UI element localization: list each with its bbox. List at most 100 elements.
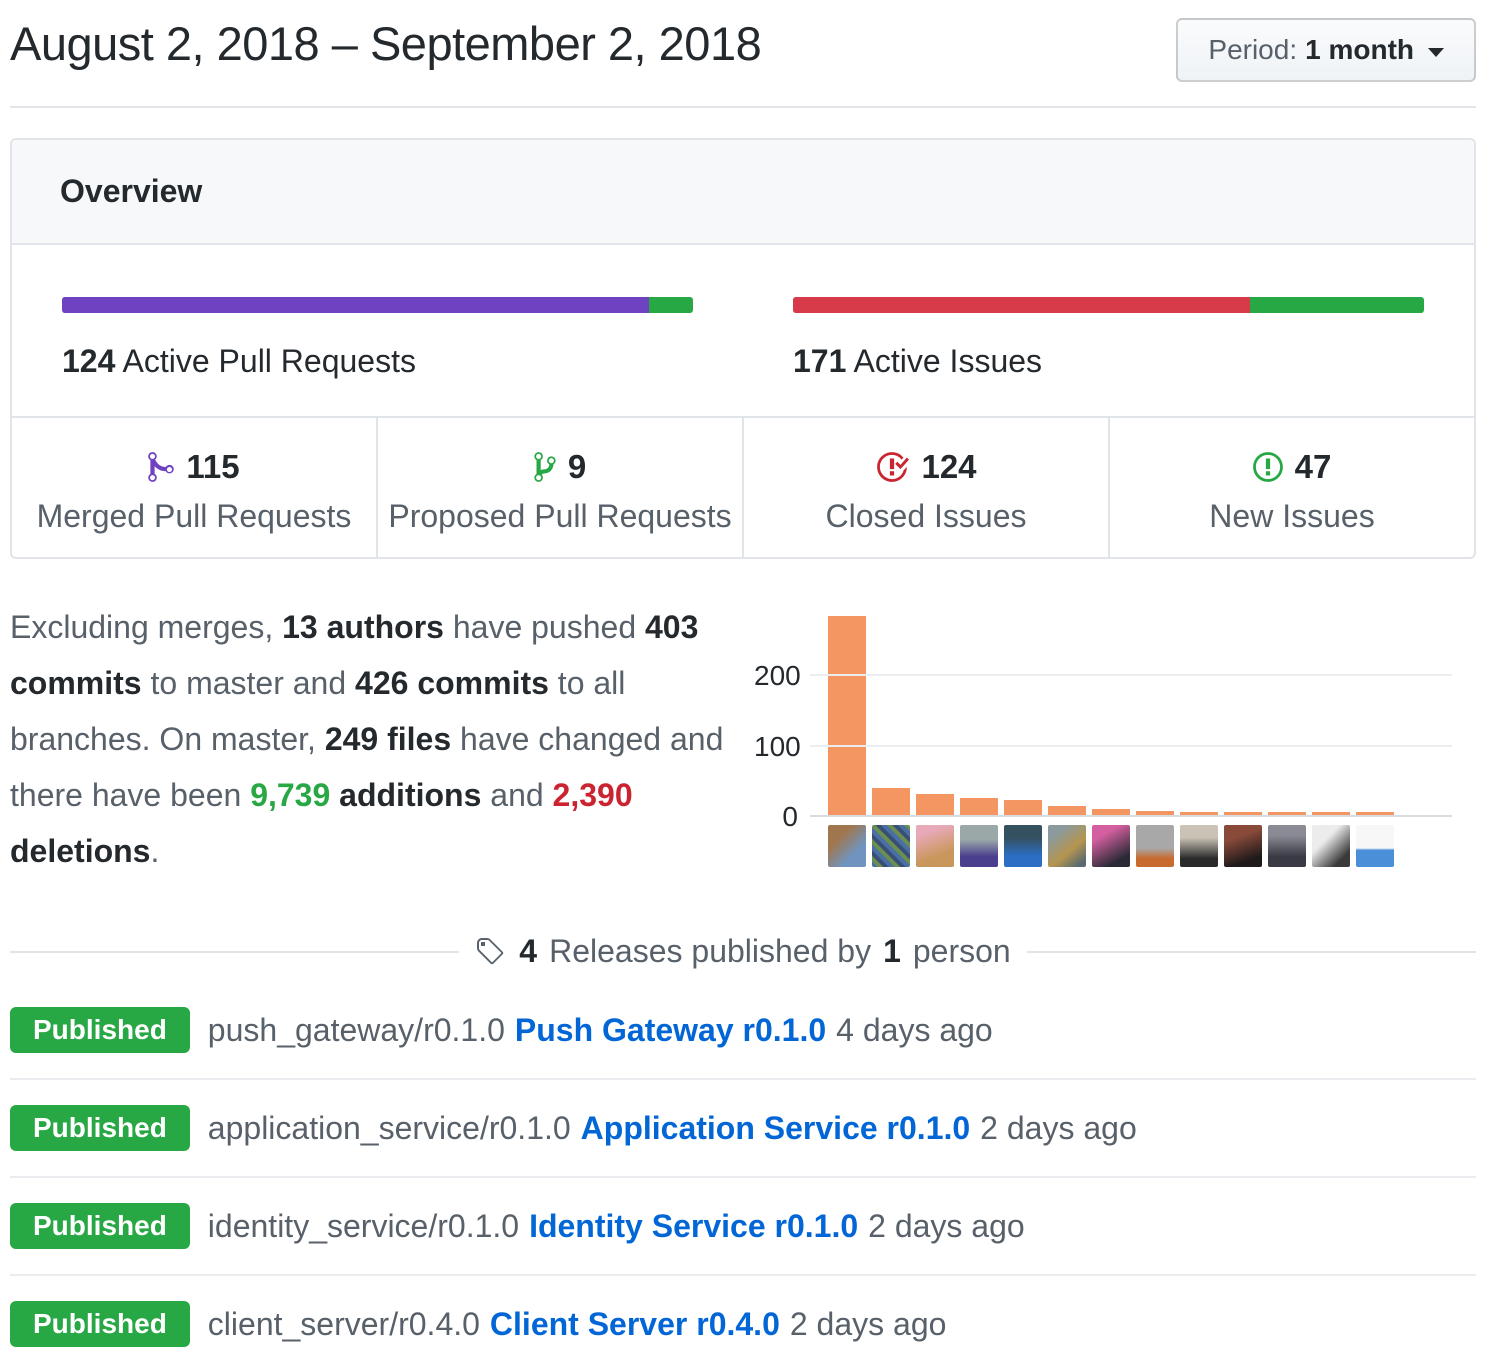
release-row: Published identity_service/r0.1.0 Identi…: [10, 1176, 1476, 1274]
commit-count-bar: [828, 616, 866, 815]
activity-meters: 124 Active Pull Requests 171 Active Issu…: [12, 245, 1474, 416]
issues-summary: 171 Active Issues: [743, 297, 1474, 380]
y-axis-tick-label: 200: [754, 659, 801, 691]
author-avatar[interactable]: [1356, 825, 1394, 867]
commit-count-bar: [1356, 812, 1394, 815]
chart-gridline: [810, 815, 1452, 817]
commit-count-bar: [1092, 808, 1130, 815]
commit-count-bar: [1224, 812, 1262, 815]
commit-summary-text: Excluding merges, 13 authors have pushed…: [10, 599, 758, 879]
active-issues-text: Active Issues: [853, 343, 1043, 379]
summary-text: have pushed: [443, 609, 645, 645]
summary-text: Excluding merges,: [10, 609, 283, 645]
commit-count-bar: [1312, 812, 1350, 815]
git-merge-icon: [148, 452, 175, 482]
master-commits-count: 403 commits: [10, 609, 699, 701]
y-axis-tick-label: 0: [782, 801, 798, 832]
author-avatar[interactable]: [828, 825, 866, 867]
commits-per-author-chart: 0 100 200: [754, 605, 1476, 877]
release-timestamp: 2 days ago: [980, 1109, 1137, 1146]
commit-activity-section: Excluding merges, 13 authors have pushed…: [10, 599, 1476, 879]
release-link[interactable]: Identity Service r0.1.0: [529, 1207, 859, 1244]
releases-section-header: 4 Releases published by 1 person: [10, 933, 1477, 970]
release-link[interactable]: Push Gateway r0.1.0: [514, 1011, 827, 1048]
author-avatar[interactable]: [1136, 825, 1174, 867]
commit-count-bar: [1268, 812, 1306, 815]
published-badge: Published: [10, 1301, 190, 1347]
period-label: Period:: [1208, 34, 1298, 65]
chart-gridline: [810, 744, 1452, 747]
releases-count: 4: [519, 933, 538, 969]
chevron-down-icon: [1428, 47, 1444, 57]
period-select-button[interactable]: Period: 1 month: [1176, 18, 1476, 82]
release-list: Published push_gateway/r0.1.0 Push Gatew…: [10, 982, 1476, 1372]
pull-requests-meter: [62, 297, 693, 313]
commit-count-bar: [1004, 799, 1042, 815]
chart-gridline: [810, 673, 1452, 676]
release-link[interactable]: Application Service r0.1.0: [580, 1109, 971, 1146]
closed-issues-label: Closed Issues: [825, 498, 1027, 534]
y-axis-tick-label: 100: [754, 730, 801, 762]
closed-issues-count: 124: [921, 448, 977, 485]
divider-line-left: [10, 950, 460, 953]
merged-pull-requests-portion: [62, 297, 649, 313]
all-branches-commits-count: 426 commits: [355, 665, 549, 701]
author-avatar[interactable]: [1092, 825, 1130, 867]
author-avatar[interactable]: [872, 825, 910, 867]
releases-person-count: 1: [883, 933, 901, 969]
active-pull-requests-text: Active Pull Requests: [122, 343, 416, 379]
author-avatar[interactable]: [1312, 825, 1350, 867]
author-avatar[interactable]: [1048, 825, 1086, 867]
proposed-pull-requests-count: 9: [567, 448, 587, 485]
git-branch-icon: [534, 452, 556, 482]
stat-new-issues: 47 New Issues: [1108, 418, 1474, 557]
issue-closed-icon: [877, 452, 910, 482]
releases-header-suffix: person: [912, 933, 1011, 969]
author-avatar[interactable]: [960, 825, 998, 867]
summary-text: and: [481, 777, 553, 813]
author-avatar[interactable]: [1268, 825, 1306, 867]
divider-line-right: [1026, 950, 1477, 953]
commit-count-bar: [872, 788, 910, 815]
files-changed-count: 249 files: [324, 721, 452, 757]
summary-text: to master and: [141, 665, 356, 701]
release-row: Published client_server/r0.4.0 Client Se…: [10, 1274, 1476, 1372]
commit-count-bar: [1136, 810, 1174, 815]
author-avatar[interactable]: [1224, 825, 1262, 867]
commit-count-bar: [960, 798, 998, 815]
commits-chart-plot: 0 100 200: [754, 609, 1452, 831]
published-badge: Published: [10, 1105, 190, 1151]
author-avatar[interactable]: [1180, 825, 1218, 867]
overview-panel-title: Overview: [12, 140, 1474, 245]
deletions-word: deletions: [10, 833, 151, 869]
page-header: August 2, 2018 – September 2, 2018 Perio…: [10, 0, 1476, 82]
active-pull-requests-count: 124: [62, 343, 116, 379]
commit-count-bar: [916, 793, 954, 815]
author-avatar[interactable]: [1004, 825, 1042, 867]
stat-proposed-pull-requests: 9 Proposed Pull Requests: [376, 418, 742, 557]
authors-count: 13 authors: [282, 609, 444, 645]
stat-closed-issues: 124 Closed Issues: [742, 418, 1108, 557]
release-tag-name: application_service/r0.1.0: [207, 1109, 571, 1146]
merged-pull-requests-count: 115: [186, 448, 240, 485]
pull-requests-summary: 124 Active Pull Requests: [12, 297, 743, 380]
author-avatars-row: [828, 825, 1394, 867]
published-badge: Published: [10, 1203, 190, 1249]
release-tag-name: identity_service/r0.1.0: [207, 1207, 520, 1244]
page-title: August 2, 2018 – September 2, 2018: [10, 17, 762, 70]
author-avatar[interactable]: [916, 825, 954, 867]
new-issues-count: 47: [1294, 448, 1332, 485]
releases-header-text: Releases published by: [549, 933, 872, 969]
tag-icon: [477, 937, 504, 964]
commits-chart-bars: [828, 616, 1394, 815]
new-issues-label: New Issues: [1209, 498, 1375, 534]
summary-text: have changed and there have been: [10, 721, 724, 813]
commit-count-bar: [1180, 812, 1218, 815]
overview-panel: Overview 124 Active Pull Requests 171 Ac…: [10, 138, 1476, 559]
release-timestamp: 4 days ago: [836, 1011, 993, 1048]
release-link[interactable]: Client Server r0.4.0: [489, 1305, 780, 1342]
period-value: 1 month: [1305, 34, 1414, 65]
stat-merged-pull-requests: 115 Merged Pull Requests: [12, 418, 376, 557]
issue-opened-icon: [1252, 452, 1283, 482]
